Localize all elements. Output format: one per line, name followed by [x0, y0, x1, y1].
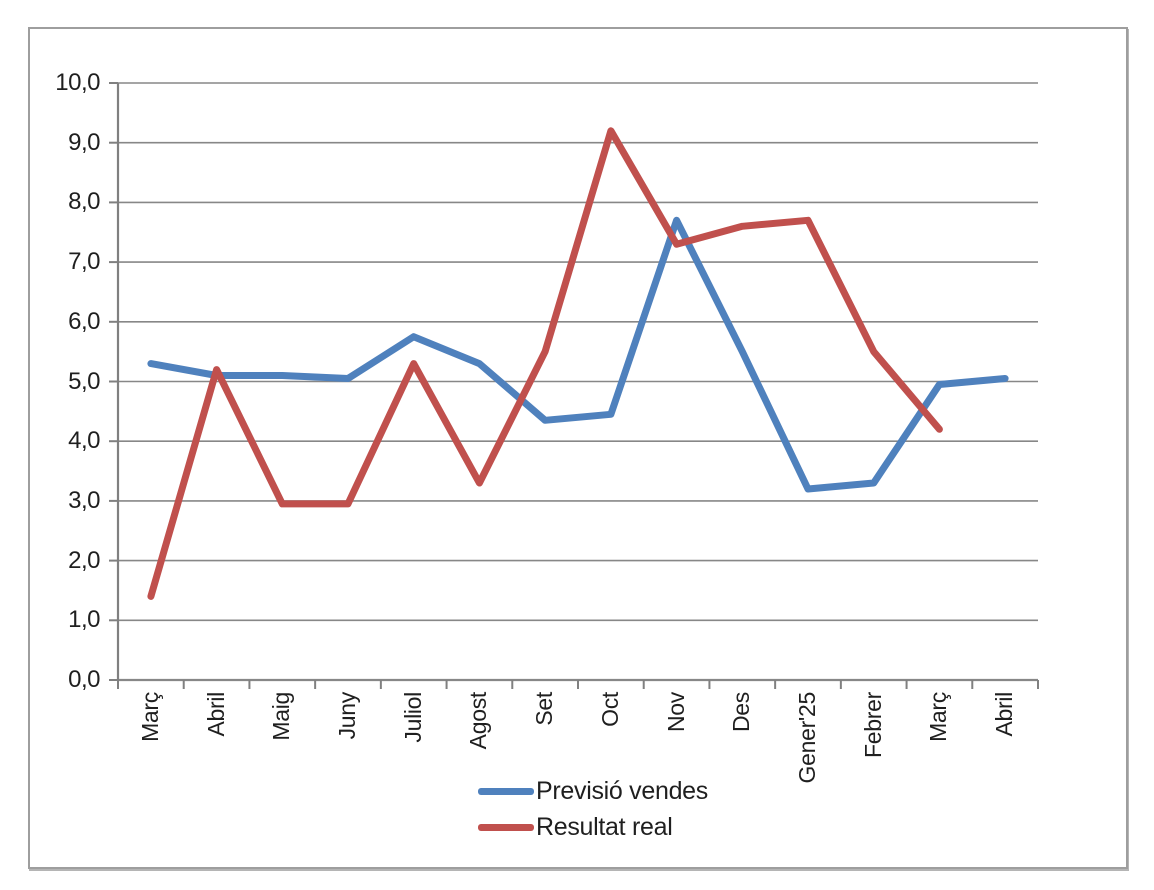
- plot-area: [109, 82, 1039, 689]
- y-tick-label: 8,0: [68, 188, 100, 216]
- y-tick-label: 2,0: [68, 546, 100, 574]
- legend-item-previsio-vendes: Previsió vendes: [478, 777, 708, 805]
- x-tick-label: Set: [531, 692, 558, 726]
- legend-line-swatch-blue: [478, 788, 534, 795]
- x-tick-label: Febrer: [859, 692, 886, 758]
- x-tick-label: Abril: [991, 692, 1018, 737]
- legend-label: Previsió vendes: [536, 777, 708, 805]
- y-tick-label: 3,0: [68, 486, 100, 514]
- y-tick-label: 6,0: [68, 307, 100, 335]
- x-tick-label: Des: [728, 692, 755, 733]
- legend-line-swatch-red: [478, 824, 534, 831]
- x-tick-label: Juny: [334, 692, 360, 740]
- x-tick-label: Maig: [268, 692, 295, 741]
- legend-item-resultat-real: Resultat real: [478, 813, 708, 841]
- y-tick-label: 0,0: [68, 666, 100, 693]
- x-tick-label: Juliol: [399, 692, 426, 743]
- y-tick-label: 4,0: [68, 427, 100, 455]
- legend: Previsió vendes Resultat real: [478, 777, 708, 850]
- series-line-1: [147, 127, 943, 600]
- y-tick-label: 10,0: [55, 69, 100, 96]
- x-tick-label: Nov: [662, 692, 689, 733]
- x-tick-label: Març: [925, 692, 952, 742]
- legend-label: Resultat real: [536, 813, 673, 841]
- y-tick-label: 5,0: [68, 367, 100, 395]
- y-tick-label: 9,0: [68, 128, 100, 156]
- x-tick-label: Gener'25: [794, 692, 820, 784]
- x-tick-label: Març: [136, 692, 163, 742]
- chart-frame: 0,0 1,0 2,0 3,0 4,0 5,0 6,0 7,0 8,0 9,0 10,0 Març A…: [28, 27, 1128, 869]
- x-tick-label: Agost: [465, 692, 492, 750]
- y-tick-label: 1,0: [68, 606, 100, 634]
- x-tick-label: Abril: [202, 692, 229, 737]
- x-tick-label: Oct: [596, 692, 623, 727]
- y-tick-label: 7,0: [68, 248, 100, 276]
- series-line-0: [147, 216, 1009, 493]
